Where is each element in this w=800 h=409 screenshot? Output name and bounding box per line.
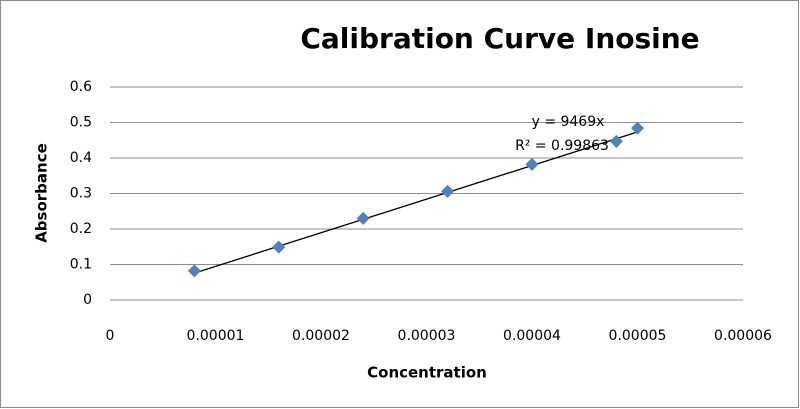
y-tick-label: 0.5: [70, 115, 92, 131]
data-point: [525, 157, 539, 171]
x-tick-label: 0.00002: [292, 328, 350, 344]
x-axis-title: Concentration: [367, 364, 487, 382]
trendline-equation: y = 9469x: [532, 114, 605, 130]
y-tick-label: 0.6: [70, 79, 92, 95]
y-tick-label: 0: [83, 292, 92, 308]
x-tick-label: 0: [106, 328, 115, 344]
x-tick-label: 0.00004: [503, 328, 561, 344]
data-point: [356, 211, 370, 225]
data-point: [441, 184, 455, 198]
y-tick-label: 0.4: [70, 150, 92, 166]
data-point: [631, 121, 644, 135]
trendline-r-squared: R² = 0.99863: [515, 138, 609, 154]
data-point: [187, 264, 201, 278]
y-tick-label: 0.2: [70, 221, 92, 237]
x-tick-label: 0.00001: [187, 328, 245, 344]
y-axis-title: Absorbance: [33, 143, 51, 243]
data-point: [609, 134, 623, 148]
y-tick-label: 0.1: [70, 257, 92, 273]
chart-title: Calibration Curve Inosine: [300, 22, 699, 55]
x-tick-label: 0.00005: [609, 328, 667, 344]
x-tick-label: 0.00003: [398, 328, 456, 344]
trendline: [194, 131, 638, 274]
x-tick-label: 0.00006: [714, 328, 772, 344]
data-point: [272, 240, 286, 254]
y-tick-label: 0.3: [70, 186, 92, 202]
